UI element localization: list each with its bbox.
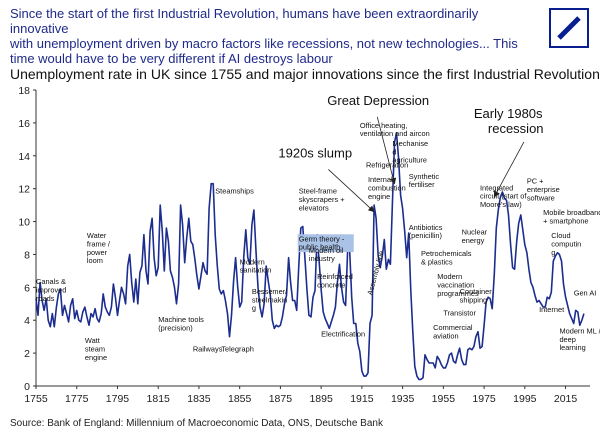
header-line-2: with unemployment driven by macro factor… [10, 36, 518, 51]
y-tick-label: 14 [18, 151, 30, 163]
annotation-label: Modern oil industry [309, 246, 344, 263]
annotation-label: Modern vaccination programmes [437, 272, 479, 298]
annotation-label: Integrated circuit (start of Moore's law) [480, 183, 527, 209]
annotation-label: Watt steam engine [85, 336, 107, 362]
callout-arrow [376, 116, 397, 185]
annotation-label: Modern ML / deep learning [559, 326, 600, 352]
y-tick-label: 2 [24, 348, 30, 360]
annotation-label: Synthetic fertiliser [409, 172, 440, 189]
x-tick-label: 1855 [228, 393, 252, 405]
y-tick-label: 10 [18, 217, 30, 229]
annotation-label: Bessemer/steelmakin g [252, 287, 288, 313]
source-note: Source: Bank of England: Millennium of M… [10, 418, 383, 429]
y-tick-label: 0 [24, 381, 30, 393]
header-title: Since the start of the first Industrial … [10, 6, 520, 66]
annotation-label: Refrigeration [366, 160, 408, 169]
x-tick-label: 1995 [513, 393, 537, 405]
callout-arrow [493, 141, 525, 198]
x-tick-label: 2015 [554, 393, 578, 405]
annotation-highlight [297, 234, 354, 253]
x-tick-label: 1795 [106, 393, 130, 405]
y-tick-label: 6 [24, 282, 30, 294]
annotation-label: Cloud computin g [551, 231, 581, 257]
annotation-label: Assembly line [365, 250, 385, 296]
header-line-3: time would have to be very different if … [10, 51, 333, 66]
annotation-label: Nuclear energy [462, 228, 488, 245]
annotation-label: Reinforced concrete [317, 272, 353, 289]
header-line-1: Since the start of the first Industrial … [10, 6, 479, 36]
annotation-label: Office heating, ventilation and aircon [360, 121, 430, 138]
annotation-label: Mechanise d agriculture [392, 139, 428, 165]
annotation-label: Railways [193, 344, 223, 353]
x-tick-label: 1895 [309, 393, 333, 405]
x-tick-label: 1935 [391, 393, 415, 405]
annotation-label: Petrochemicals & plastics [421, 249, 472, 266]
x-tick-label: 1975 [472, 393, 496, 405]
annotation-label: Steel-frame skyscrapers + elevators [299, 187, 345, 213]
x-tick-label: 1775 [65, 393, 89, 405]
x-tick-label: 1835 [187, 393, 211, 405]
unemployment-series-line [35, 132, 585, 381]
y-tick-label: 12 [18, 184, 30, 196]
annotation-label: Internal combustion engine [368, 175, 406, 201]
logo-slash-icon [557, 16, 581, 40]
y-tick-label: 16 [18, 118, 30, 130]
callout-label: 1920s slump [278, 145, 352, 160]
annotation-label: Telegraph [221, 344, 253, 353]
annotation-label: Container shipping [460, 287, 493, 304]
y-tick-label: 8 [24, 249, 30, 261]
annotation-label: Canals & improved roads [36, 277, 66, 303]
x-tick-label: 1915 [350, 393, 374, 405]
annotation-label: Antibiotics (penicillin) [409, 223, 443, 240]
x-tick-label: 1955 [432, 393, 456, 405]
annotation-label: Internet [539, 305, 564, 314]
chart-title: Unemployment rate in UK since 1755 and m… [10, 66, 600, 82]
annotation-label: PC + enterprise software [527, 177, 560, 203]
annotation-label: Steamships [215, 187, 254, 196]
annotation-label: Water frame / power loom [87, 231, 111, 265]
annotation-label: Transistor [443, 308, 476, 317]
callout-label: Early 1980s recession [474, 106, 544, 136]
y-tick-label: 18 [18, 85, 30, 97]
deutsche-bank-logo [549, 8, 589, 48]
callout-label: Great Depression [327, 93, 429, 108]
annotation-label: Commercial aviation [433, 323, 473, 340]
annotation-label: Mobile broadband + smartphone [543, 208, 600, 225]
annotation-label: Machine tools (precision) [158, 315, 204, 332]
y-tick-label: 4 [24, 315, 30, 327]
callout-arrow [328, 169, 375, 213]
x-tick-label: 1815 [147, 393, 171, 405]
x-tick-label: 1875 [269, 393, 293, 405]
annotation-label: Electrification [321, 330, 365, 339]
annotation-label: Modern sanitation [240, 257, 272, 274]
annotation-label: Germ theory -public health [299, 234, 345, 251]
annotation-label: Gen AI [574, 289, 597, 298]
x-tick-label: 1755 [24, 393, 48, 405]
